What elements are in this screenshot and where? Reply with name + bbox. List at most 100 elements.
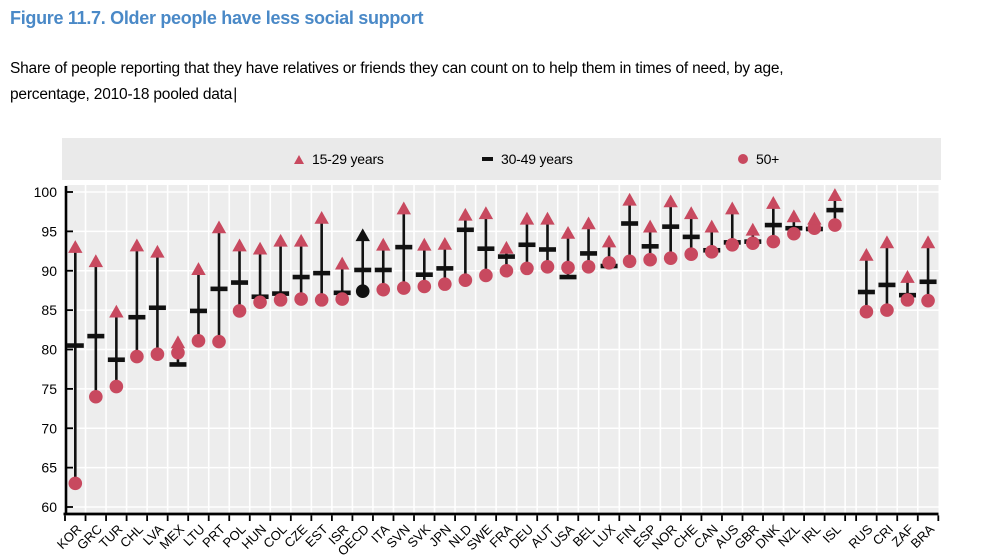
- dash-30-49: [231, 280, 249, 285]
- marker-group-LTU: [189, 262, 207, 348]
- dash-30-49: [682, 234, 700, 240]
- marker-group-JPN: [436, 236, 454, 291]
- dash-30-49: [292, 274, 310, 280]
- triangle-15-29: [88, 254, 104, 268]
- svg-text:60: 60: [41, 499, 57, 515]
- triangle-15-29: [376, 237, 391, 251]
- marker-group-ISR: [333, 256, 351, 306]
- triangle-15-29: [499, 240, 514, 254]
- triangle-15-29: [560, 225, 576, 239]
- dash-30-49: [662, 224, 680, 229]
- dash-30-49: [395, 244, 413, 250]
- circle-50plus: [807, 221, 822, 236]
- dash-30-49: [313, 270, 331, 276]
- marker-group-ITA: [374, 237, 392, 297]
- marker-group-IRL: [805, 211, 823, 236]
- marker-group-POL: [231, 238, 249, 318]
- figure-subtitle: Share of people reporting that they have…: [10, 56, 975, 108]
- circle-50plus: [602, 256, 616, 270]
- triangle-15-29: [725, 201, 740, 215]
- triangle-15-29: [786, 209, 802, 223]
- circle-50plus: [787, 226, 801, 241]
- marker-group-CHE: [682, 206, 700, 262]
- triangle-15-29: [314, 210, 329, 224]
- triangle-15-29: [170, 335, 186, 349]
- triangle-15-29: [581, 216, 596, 230]
- dash-30-49: [538, 247, 556, 252]
- dash-30-49: [559, 274, 577, 280]
- marker-group-ZAF: [899, 270, 916, 307]
- marker-group-SVN: [395, 201, 413, 295]
- dash-30-49: [436, 266, 454, 271]
- triangle-15-29: [745, 222, 760, 236]
- marker-group-AUS: [723, 201, 741, 252]
- marker-group-PRT: [210, 220, 228, 349]
- marker-group-GBR: [744, 222, 762, 250]
- dash-30-49: [354, 267, 372, 273]
- marker-group-BRA: [919, 235, 937, 308]
- dash-30-49: [621, 221, 639, 226]
- circle-50plus: [150, 347, 165, 362]
- triangle-15-29: [334, 256, 350, 270]
- marker-group-NZL: [785, 209, 803, 241]
- figure-title: Figure 11.7. Older people have less soci…: [10, 8, 424, 28]
- triangle-15-29: [150, 244, 165, 258]
- circle-50plus: [643, 252, 657, 267]
- svg-text:75: 75: [41, 381, 57, 397]
- circle-50plus: [212, 334, 226, 349]
- circle-50plus: [396, 281, 411, 295]
- marker-group-MEX: [169, 335, 187, 367]
- svg-text:90: 90: [41, 263, 57, 279]
- circle-50plus: [725, 237, 740, 252]
- marker-group-SWE: [477, 206, 495, 283]
- svg-text:65: 65: [41, 460, 57, 476]
- x-axis-ticks: [64, 515, 940, 521]
- marker-group-HUN: [251, 241, 269, 310]
- dash-30-49: [641, 244, 659, 249]
- circle-50plus: [191, 334, 206, 348]
- triangle-15-29: [704, 219, 719, 233]
- circle-50plus: [684, 247, 698, 262]
- dash-30-49: [189, 308, 207, 314]
- text-cursor[interactable]: |: [233, 86, 238, 103]
- dash-30-49: [919, 279, 937, 285]
- triangle-15-29: [293, 233, 309, 247]
- dash-30-49: [148, 305, 166, 311]
- marker-group-ESP: [641, 219, 659, 267]
- legend-item-15-29: 15-29 years: [294, 138, 384, 180]
- circle-50plus: [921, 293, 935, 308]
- circle-50plus: [859, 304, 874, 319]
- circle-50plus: [745, 236, 760, 250]
- triangle-15-29: [458, 207, 473, 221]
- circle-50plus: [561, 260, 575, 275]
- marker-group-ISL: [826, 188, 844, 232]
- circle-50plus: [880, 303, 894, 317]
- dash-30-49: [477, 246, 495, 251]
- triangle-15-29: [252, 241, 268, 255]
- triangle-15-29: [601, 234, 617, 248]
- circle-50plus: [89, 389, 103, 404]
- marker-group-SVK: [415, 237, 433, 294]
- marker-group-FRA: [497, 240, 515, 278]
- dash-30-49: [826, 207, 844, 213]
- triangle-15-29: [417, 237, 432, 251]
- gridlines: [66, 185, 939, 513]
- circle-50plus: [900, 293, 915, 307]
- triangle-15-29: [396, 201, 411, 215]
- triangle-15-29: [109, 304, 124, 318]
- marker-group-EST: [313, 210, 331, 307]
- triangle-15-29: [437, 236, 453, 250]
- circle-50plus: [273, 293, 288, 307]
- triangle-15-29: [663, 194, 678, 208]
- dash-marker-icon: [482, 157, 493, 161]
- triangle-15-29: [211, 220, 227, 234]
- subtitle-line-2: percentage, 2010-18 pooled data: [10, 86, 233, 103]
- triangle-15-29: [920, 235, 936, 249]
- triangle-15-29: [273, 233, 288, 247]
- circle-50plus: [828, 218, 842, 232]
- circle-50plus: [458, 273, 473, 287]
- dash-30-49: [878, 282, 896, 288]
- circle-50plus: [499, 263, 514, 278]
- marker-group-RUS: [857, 248, 875, 319]
- marker-group-CZE: [292, 233, 310, 306]
